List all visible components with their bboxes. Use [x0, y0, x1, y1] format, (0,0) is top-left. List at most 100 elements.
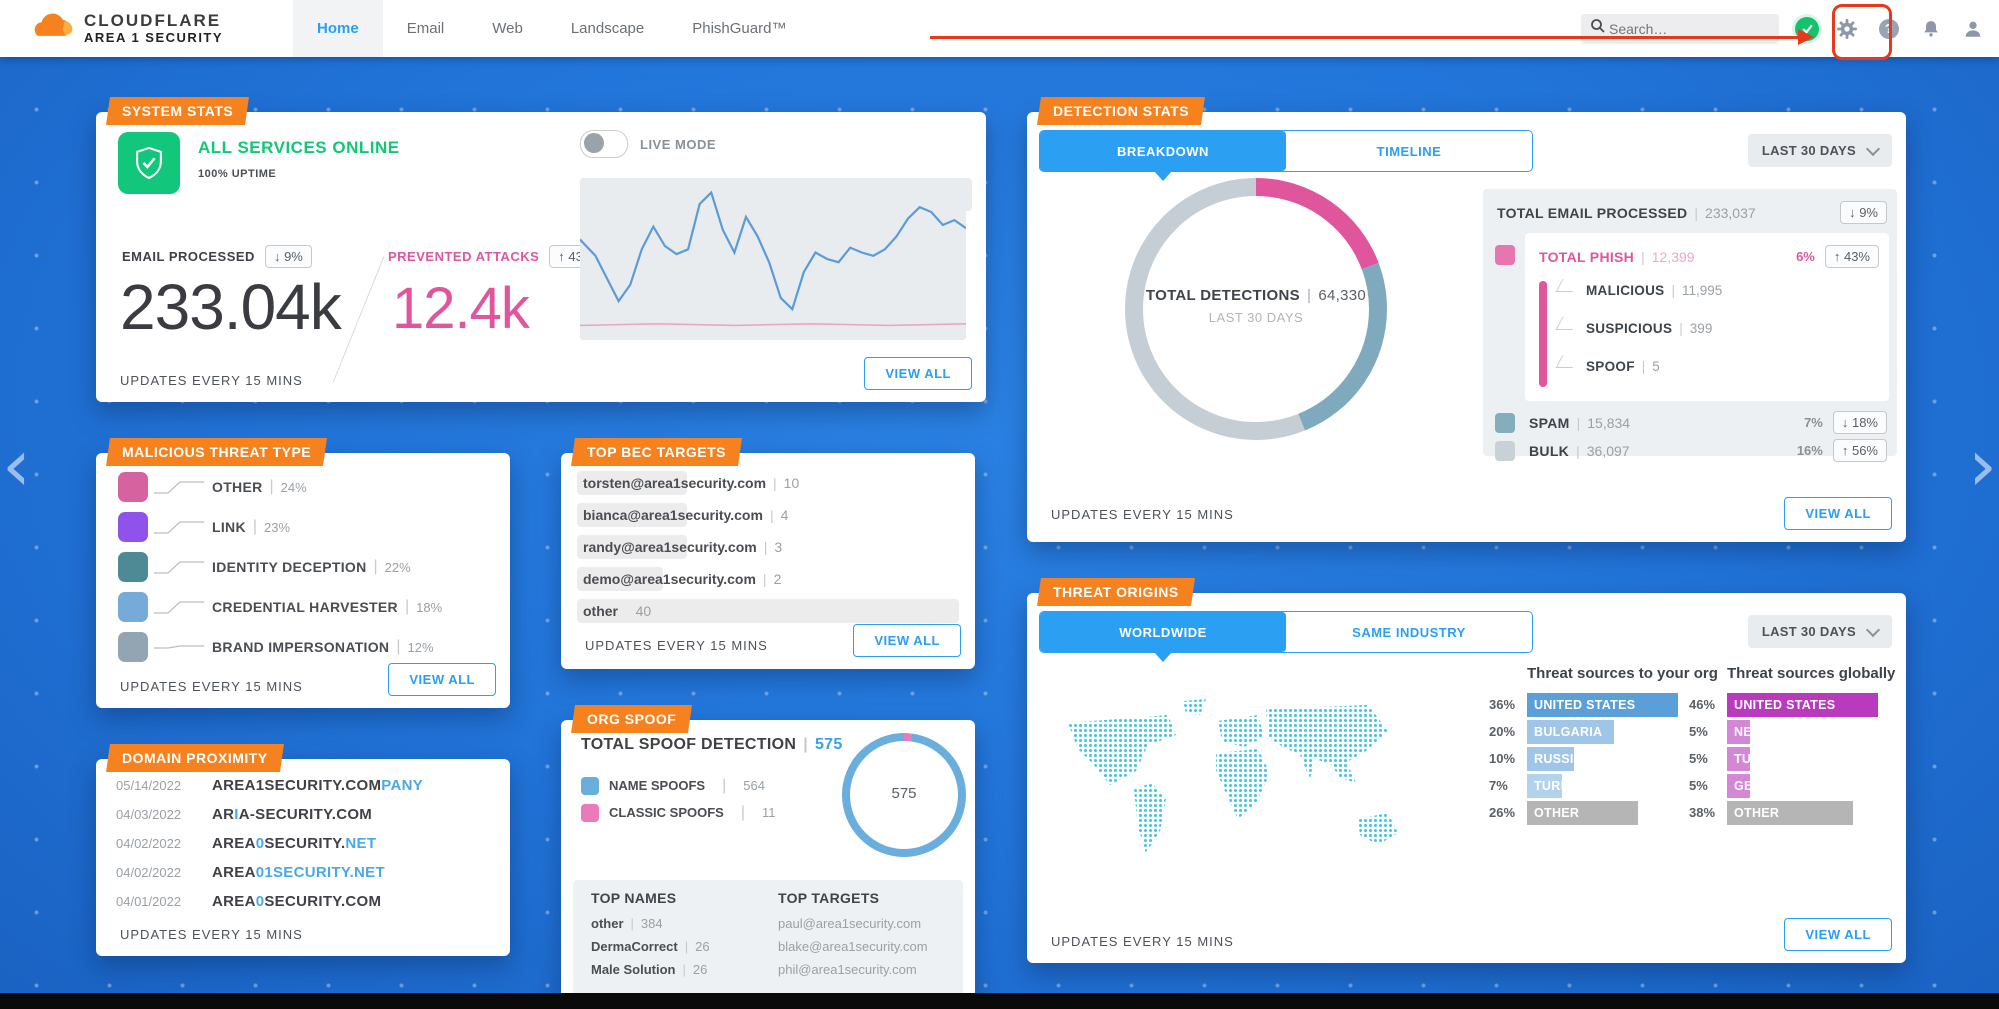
spam-swatch	[1495, 412, 1515, 433]
domain-row: 04/01/2022 AREA0SECURITY.COM	[116, 887, 423, 916]
system-stats-card: SYSTEM STATS ALL SERVICES ONLINE 100% UP…	[96, 97, 986, 402]
threat-value: 12%	[407, 639, 434, 655]
threat-type-list: OTHER | 24% LINK | 23% IDENTITY DECEPTIO…	[118, 467, 442, 667]
threat-type-row: LINK | 23%	[118, 507, 442, 547]
spoof-donut-chart: 575	[838, 729, 970, 861]
tab-breakdown[interactable]: BREAKDOWN	[1040, 131, 1286, 181]
nav-item-email[interactable]: Email	[406, 20, 445, 37]
bec-count: 4	[780, 507, 789, 523]
nav-item-phishguard[interactable]: PhishGuard™	[692, 20, 787, 37]
card-tag: TOP BEC TARGETS	[571, 438, 742, 466]
country-bar-row: 10% RUSSIA	[1489, 745, 1674, 772]
live-mode-label: LIVE MODE	[640, 136, 717, 152]
annotation-arrow-line	[930, 36, 1806, 39]
view-all-button[interactable]: VIEW ALL	[388, 663, 496, 696]
connector-line	[154, 645, 204, 649]
detection-stats-card: DETECTION STATS BREAKDOWN TIMELINE LAST …	[1027, 97, 1906, 542]
email-processed-value: 233.04k	[120, 271, 342, 343]
search-box[interactable]	[1581, 13, 1779, 44]
nav-item-web[interactable]: Web	[492, 20, 523, 37]
country-bar-row: 36% UNITED STATES	[1489, 691, 1678, 718]
annotation-highlight-box	[1832, 4, 1892, 60]
brand[interactable]: CLOUDFLARE AREA 1 SECURITY	[30, 10, 223, 47]
tab-timeline[interactable]: TIMELINE	[1376, 143, 1442, 159]
updates-text: UPDATES EVERY 15 MINS	[1051, 934, 1234, 949]
name-spoofs-swatch	[581, 776, 599, 795]
tab-same-industry[interactable]: SAME INDUSTRY	[1352, 624, 1466, 640]
bec-email: bianca@area1security.com	[583, 507, 763, 523]
highlight-chip	[577, 535, 687, 559]
domain-row: 04/02/2022 AREA0SECURITY.NET	[116, 829, 423, 858]
country-bar: GERMANY	[1727, 773, 1800, 798]
global-sources-header: Threat sources globally	[1727, 665, 1896, 682]
domain-row: 04/02/2022 AREA01SECURITY.NET	[116, 858, 423, 887]
top-targets-column: TOP TARGETS paul@area1security.com blake…	[778, 890, 928, 981]
detections-donut-center: TOTAL DETECTIONS | 64,330 LAST 30 DAYS	[1145, 287, 1367, 325]
email-processed-label: EMAIL PROCESSED	[122, 249, 255, 264]
search-input[interactable]	[1607, 19, 1751, 38]
top-target-row: phil@area1security.com	[778, 962, 917, 977]
bec-count: 40	[635, 603, 652, 619]
domain-name: ARIA-SECURITY.COM	[212, 806, 373, 823]
toggle-knob	[584, 133, 604, 153]
carousel-right-chevron-icon[interactable]: ›	[1968, 423, 1997, 507]
country-bar: NETHERLANDS	[1727, 719, 1831, 744]
bec-email: other	[583, 603, 618, 619]
view-all-button[interactable]: VIEW ALL	[1784, 497, 1892, 530]
highlight-chip	[577, 471, 687, 495]
bec-count: 3	[774, 539, 783, 555]
domain-row: 04/03/2022 ARIA-SECURITY.COM	[116, 800, 423, 829]
bec-email: demo@area1security.com	[583, 571, 756, 587]
card-tag: ORG SPOOF	[571, 705, 693, 733]
bec-target-list: torsten@area1security.com | 10 bianca@area…	[577, 467, 959, 627]
country-bar-row: 26% OTHER	[1489, 799, 1674, 826]
connector-line	[154, 561, 204, 574]
updates-text: UPDATES EVERY 15 MINS	[120, 373, 303, 388]
nav-item-landscape[interactable]: Landscape	[570, 20, 645, 37]
total-email-row: TOTAL EMAIL PROCESSED | 233,037 ↓ 9%	[1497, 201, 1887, 224]
country-bar-row: 7% TURKEY	[1489, 772, 1674, 799]
domain-name: AREA1SECURITY.COMPANY	[212, 777, 424, 794]
threat-swatch	[118, 552, 148, 582]
uptime-text: 100% UPTIME	[198, 168, 277, 180]
threat-swatch	[118, 592, 148, 622]
spoof-total-title: TOTAL SPOOF DETECTION | 575	[581, 736, 843, 753]
range-dropdown[interactable]: LAST 30 DAYS	[1747, 134, 1892, 167]
tab-worldwide[interactable]: WORLDWIDE	[1040, 612, 1286, 662]
services-status-text: ALL SERVICES ONLINE	[198, 138, 400, 157]
email-trend-chart	[580, 178, 966, 340]
global-sources-bars: 46% UNITED STATES 5% NETHERLANDS 5% TURKEY …	[1689, 691, 1878, 826]
bec-target-row: torsten@area1security.com | 10	[577, 467, 959, 499]
total-phish-row: TOTAL PHISH | 12,399 6% ↑ 43%	[1539, 245, 1879, 268]
nav-item-home[interactable]: Home	[293, 0, 383, 57]
user-account-icon[interactable]	[1959, 15, 1987, 43]
card-tag: MALICIOUS THREAT TYPE	[106, 438, 328, 466]
notifications-bell-icon[interactable]	[1917, 15, 1945, 43]
delta-badge: ↑ 56%	[1832, 439, 1887, 462]
threat-origins-card: THREAT ORIGINS WORLDWIDE SAME INDUSTRY L…	[1027, 578, 1906, 963]
org-sources-header: Threat sources to your org	[1527, 665, 1718, 682]
prevented-attacks-header: PREVENTED ATTACKS ↑ 43%	[388, 245, 604, 268]
live-mode-toggle[interactable]	[580, 130, 628, 158]
range-label: LAST 30 DAYS	[1761, 143, 1856, 158]
carousel-left-chevron-icon[interactable]: ‹	[2, 423, 31, 507]
cloudflare-logo-icon	[30, 10, 76, 47]
brand-text: CLOUDFLARE AREA 1 SECURITY	[84, 11, 223, 45]
bottom-black-bar	[0, 993, 1999, 1009]
country-bar: TURKEY	[1727, 746, 1787, 771]
shield-check-icon	[118, 132, 180, 194]
view-all-button[interactable]: VIEW ALL	[853, 624, 961, 657]
top-target-row: blake@area1security.com	[778, 939, 928, 954]
view-all-button[interactable]: VIEW ALL	[864, 357, 972, 390]
domain-date: 04/02/2022	[116, 865, 182, 880]
bulk-row: BULK | 36,097 16% ↑ 56%	[1495, 439, 1887, 462]
card-tag: THREAT ORIGINS	[1037, 578, 1195, 606]
country-bar-row: 38% OTHER	[1689, 799, 1874, 826]
range-dropdown[interactable]: LAST 30 DAYS	[1747, 615, 1892, 648]
bec-target-row: demo@area1security.com | 2	[577, 563, 959, 595]
threat-label: LINK	[212, 519, 246, 535]
view-all-button[interactable]: VIEW ALL	[1784, 918, 1892, 951]
settings-gear-icon[interactable]	[1833, 15, 1861, 43]
malicious-threat-type-card: MALICIOUS THREAT TYPE OTHER | 24% LINK |…	[96, 438, 510, 708]
bec-target-row: other|40	[577, 595, 959, 627]
